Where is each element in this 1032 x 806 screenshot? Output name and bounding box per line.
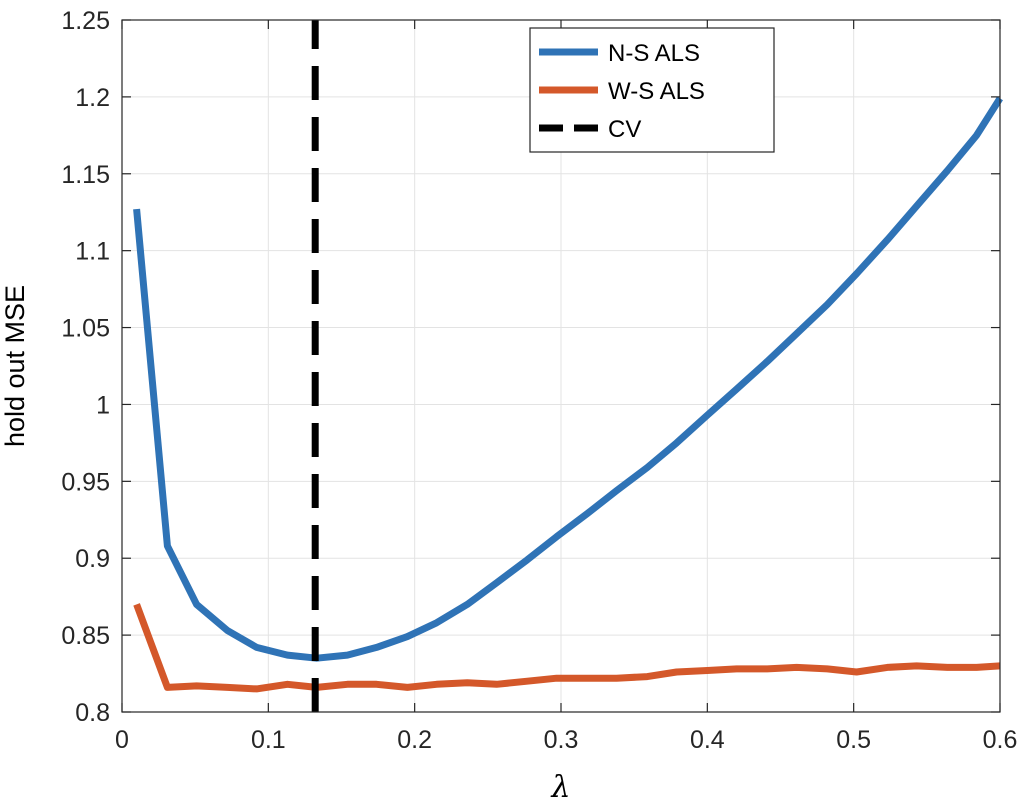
y-tick-label: 1 (96, 391, 110, 419)
series-line-n-s-als (133, 96, 1003, 662)
x-tick-label: 0.6 (983, 726, 1018, 754)
y-tick-label: 0.95 (61, 468, 110, 496)
x-tick-label: 0.4 (690, 726, 725, 754)
legend-label: CV (608, 116, 641, 143)
y-tick-label: 1.1 (75, 238, 110, 266)
y-tick-label: 1.15 (61, 161, 110, 189)
x-tick-label: 0.2 (397, 726, 432, 754)
y-tick-label: 0.85 (61, 622, 110, 650)
x-tick-label: 0 (115, 726, 129, 754)
legend: N-S ALS W-S ALS CV (529, 27, 775, 153)
x-tick-label: 0.3 (544, 726, 579, 754)
y-tick-label: 1.05 (61, 315, 110, 343)
y-tick-label: 1.25 (61, 7, 110, 35)
legend-label: W-S ALS (608, 78, 705, 105)
y-tick-label: 1.2 (75, 84, 110, 112)
x-tick-label: 0.1 (251, 726, 286, 754)
tick-labels: 0 0.1 0.2 0.3 0.4 0.5 0.6 0.8 0.85 0.9 0.95 1 1.05 1.… (61, 7, 1017, 754)
series-line-w-s-als (133, 603, 1001, 693)
x-axis-label: λ (550, 770, 570, 805)
legend-label: N-S ALS (608, 40, 700, 67)
y-axis-label: hold out MSE (0, 285, 30, 447)
x-tick-label: 0.5 (836, 726, 871, 754)
series-layer (133, 20, 1003, 712)
y-tick-label: 0.8 (75, 699, 110, 727)
y-tick-label: 0.9 (75, 545, 110, 573)
